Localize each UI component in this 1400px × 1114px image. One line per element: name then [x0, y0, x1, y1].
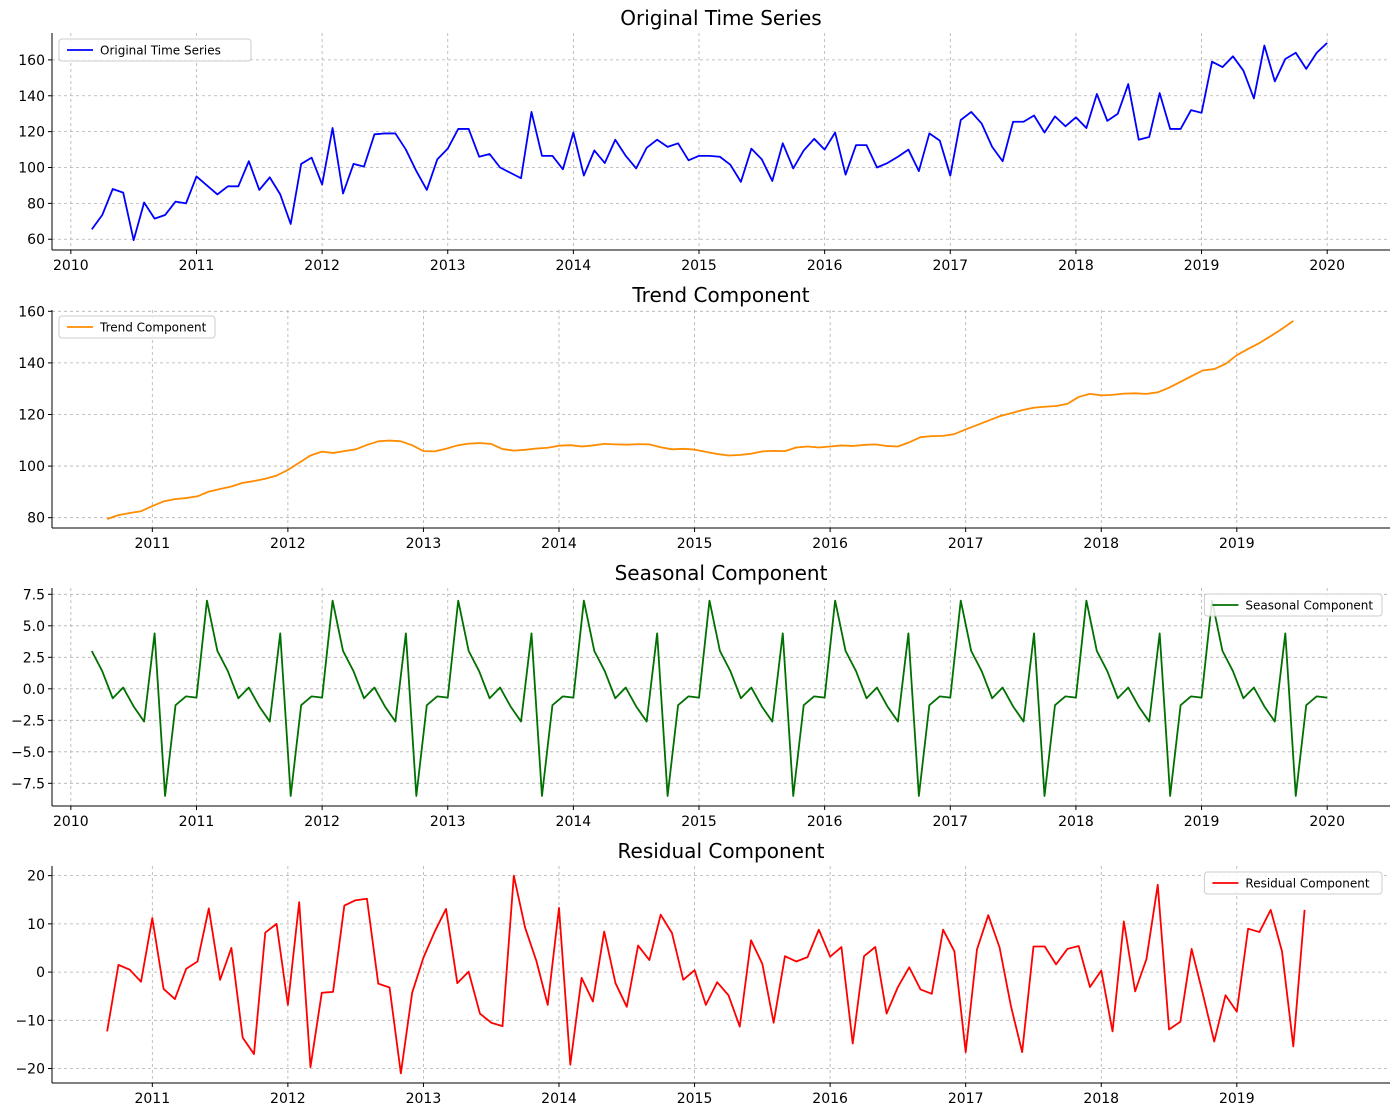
residual-ytick-label: −20: [15, 1062, 45, 1078]
original-legend-box: [58, 38, 252, 62]
residual-ytick-label: −10: [15, 1013, 45, 1029]
original-legend-label: Original Time Series: [100, 44, 221, 58]
original-xtick-label: 2016: [807, 258, 843, 274]
trend-xtick-label: 2017: [948, 536, 984, 552]
trend-xtick-label: 2015: [677, 536, 713, 552]
original-ytick-label: 100: [18, 161, 45, 177]
trend-xtick-label: 2014: [541, 536, 577, 552]
original-xtick-label: 2018: [1058, 258, 1094, 274]
trend-xtick-label: 2016: [812, 536, 848, 552]
trend-legend: Trend Component: [58, 315, 216, 339]
original-legend: Original Time Series: [58, 38, 252, 62]
original-title: Original Time Series: [620, 6, 821, 30]
original-xtick-label: 2013: [430, 258, 466, 274]
seasonal-ytick-label: 7.5: [23, 587, 45, 603]
residual-xtick-label: 2011: [134, 1091, 170, 1107]
original-ytick-label: 60: [27, 232, 45, 248]
original-xtick-label: 2012: [304, 258, 340, 274]
original-ytick-label: 120: [18, 125, 45, 141]
seasonal-series-line: [90, 599, 1328, 797]
residual-xtick-label: 2019: [1219, 1091, 1255, 1107]
trend-xtick-label: 2019: [1219, 536, 1255, 552]
seasonal-legend-label: Seasonal Component: [1245, 599, 1373, 613]
seasonal-xtick-label: 2016: [807, 814, 843, 830]
trend-xtick-label: 2013: [406, 536, 442, 552]
seasonal-ytick-label: −2.5: [11, 713, 45, 729]
trend-ytick-label: 140: [18, 356, 45, 372]
trend-ytick-label: 100: [18, 459, 45, 475]
trend-xtick-label: 2011: [134, 536, 170, 552]
original-series-line: [91, 42, 1328, 242]
original-ytick-label: 80: [27, 196, 45, 212]
trend-legend-box: [58, 315, 216, 339]
seasonal-title: Seasonal Component: [615, 561, 828, 585]
residual-xtick-label: 2013: [406, 1091, 442, 1107]
original-xtick-label: 2015: [681, 258, 717, 274]
original-panel: 2010 2011 2012 2013 2014 2015 2016 2017 2018 2019…: [18, 6, 1390, 274]
residual-xtick-label: 2015: [677, 1091, 713, 1107]
residual-ytick-label: 10: [27, 917, 45, 933]
seasonal-xtick-label: 2014: [556, 814, 592, 830]
trend-ytick-label: 120: [18, 407, 45, 423]
residual-series-line: [106, 874, 1306, 1075]
seasonal-ytick-label: 2.5: [23, 650, 45, 666]
residual-ytick-label: 20: [27, 869, 45, 885]
residual-legend-label: Residual Component: [1245, 877, 1369, 891]
trend-legend-label: Trend Component: [99, 321, 207, 335]
residual-xtick-label: 2012: [270, 1091, 306, 1107]
residual-panel: 2011 2012 2013 2014 2015 2016 2017 2018 2019 20 10…: [15, 839, 1390, 1107]
seasonal-xtick-label: 2017: [932, 814, 968, 830]
seasonal-xtick-label: 2013: [430, 814, 466, 830]
seasonal-ytick-label: 0.0: [23, 682, 45, 698]
residual-xtick-label: 2017: [948, 1091, 984, 1107]
residual-xtick-label: 2018: [1083, 1091, 1119, 1107]
trend-ytick-label: 160: [18, 304, 45, 320]
seasonal-legend: Seasonal Component: [1203, 593, 1383, 617]
trend-title: Trend Component: [631, 283, 809, 307]
seasonal-xtick-label: 2020: [1309, 814, 1345, 830]
residual-xtick-label: 2014: [541, 1091, 577, 1107]
original-ytick-label: 160: [18, 53, 45, 69]
residual-legend: Residual Component: [1203, 871, 1383, 895]
original-xtick-label: 2014: [556, 258, 592, 274]
seasonal-ytick-label: 5.0: [23, 619, 45, 635]
original-xtick-label: 2010: [53, 258, 89, 274]
original-xtick-label: 2020: [1309, 258, 1345, 274]
seasonal-xtick-label: 2019: [1184, 814, 1220, 830]
seasonal-xtick-label: 2010: [53, 814, 89, 830]
trend-xtick-label: 2018: [1083, 536, 1119, 552]
original-xtick-label: 2011: [179, 258, 215, 274]
seasonal-xtick-label: 2015: [681, 814, 717, 830]
seasonal-xtick-label: 2011: [179, 814, 215, 830]
seasonal-legend-box: [1203, 593, 1383, 617]
seasonal-ytick-label: −5.0: [11, 745, 45, 761]
residual-legend-box: [1203, 871, 1383, 895]
original-xtick-label: 2019: [1184, 258, 1220, 274]
trend-ytick-label: 80: [27, 511, 45, 527]
trend-series-line: [106, 320, 1294, 520]
trend-xtick-label: 2012: [270, 536, 306, 552]
seasonal-panel: 2010 2011 2012 2013 2014 2015 2016 2017 2018 2019…: [11, 561, 1390, 830]
residual-xtick-label: 2016: [812, 1091, 848, 1107]
original-xtick-label: 2017: [932, 258, 968, 274]
residual-title: Residual Component: [618, 839, 825, 863]
trend-panel: 2011 2012 2013 2014 2015 2016 2017 2018 2019 80 10…: [18, 283, 1390, 552]
seasonal-xtick-label: 2018: [1058, 814, 1094, 830]
seasonal-ytick-label: −7.5: [11, 776, 45, 792]
original-ytick-label: 140: [18, 89, 45, 105]
residual-ytick-label: 0: [36, 965, 45, 981]
seasonal-xtick-label: 2012: [304, 814, 340, 830]
